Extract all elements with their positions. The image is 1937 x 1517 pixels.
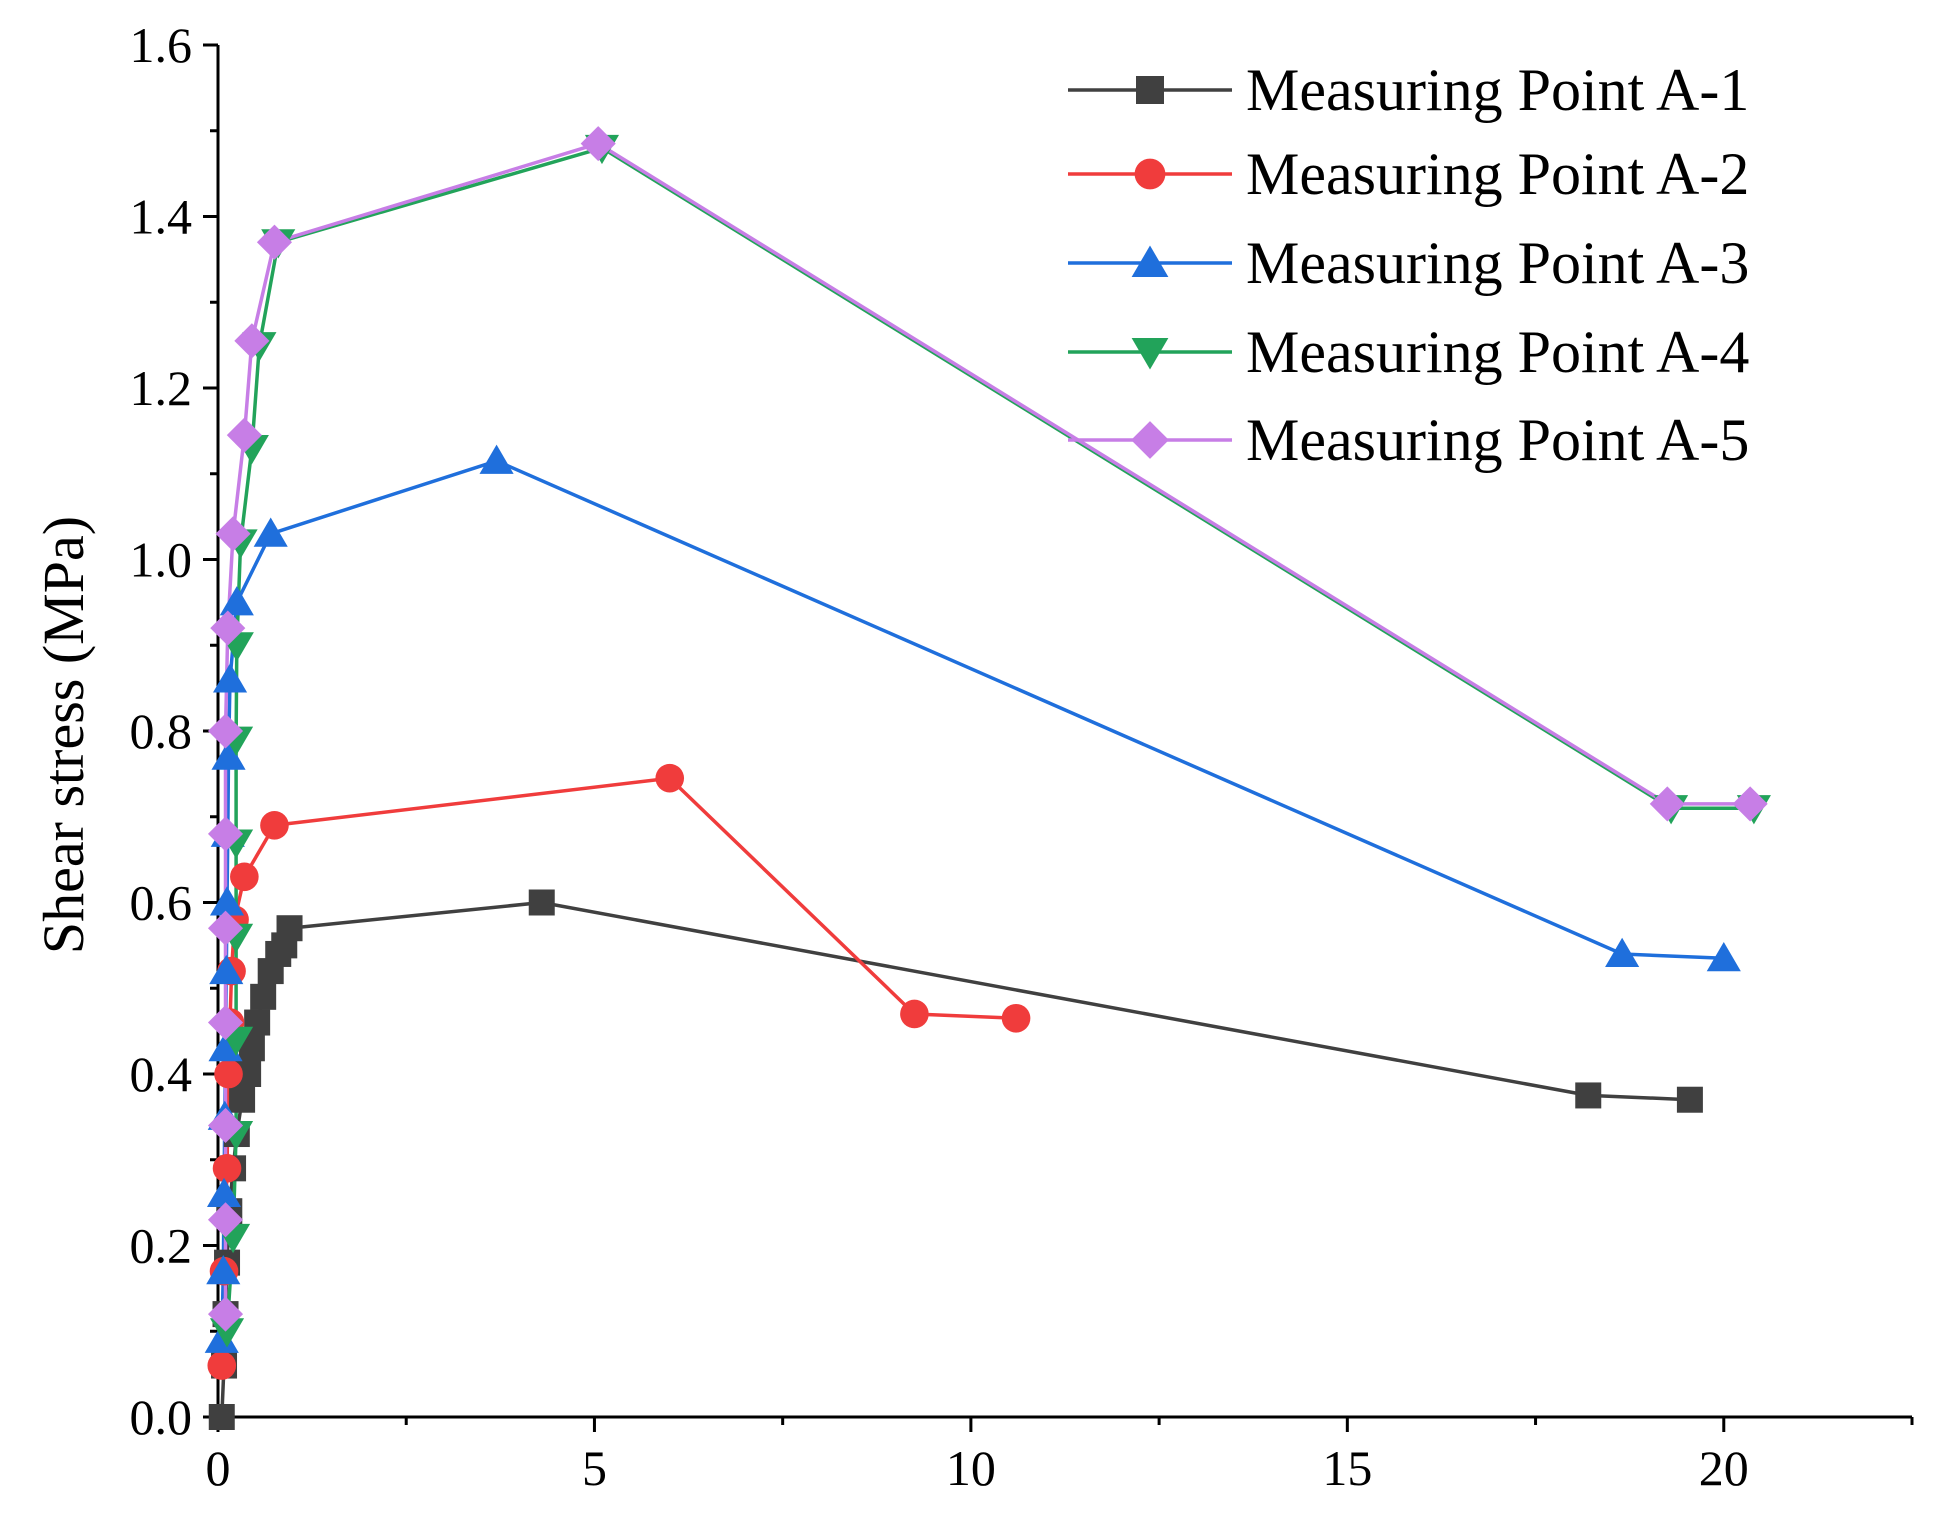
data-point bbox=[276, 915, 303, 942]
y-tick-label: 0.0 bbox=[130, 1389, 193, 1445]
legend: Measuring Point A-1 Measuring Point A-2 Me… bbox=[1068, 57, 1749, 473]
legend-label: Measuring Point A-1 bbox=[1246, 57, 1749, 123]
data-point bbox=[212, 1154, 242, 1183]
data-point bbox=[900, 999, 929, 1029]
data-point bbox=[207, 1107, 244, 1143]
legend-label: Measuring Point A-3 bbox=[1246, 230, 1749, 296]
data-point bbox=[209, 954, 244, 985]
data-point bbox=[207, 713, 244, 749]
y-tick-label: 0.6 bbox=[130, 875, 193, 931]
data-point bbox=[256, 224, 293, 260]
legend-item-3: Measuring Point A-3 bbox=[1068, 230, 1749, 296]
data-point bbox=[206, 1254, 241, 1285]
data-point bbox=[1649, 786, 1685, 822]
data-point bbox=[260, 811, 289, 840]
legend-swatch-marker bbox=[1131, 338, 1169, 370]
y-tick-label: 1.0 bbox=[130, 532, 193, 588]
series-markers bbox=[204, 126, 1771, 1430]
data-point bbox=[211, 740, 246, 770]
legend-item-5: Measuring Point A-5 bbox=[1068, 407, 1749, 473]
data-point bbox=[207, 910, 244, 946]
legend-item-2: Measuring Point A-2 bbox=[1068, 141, 1749, 207]
data-point bbox=[1575, 1082, 1602, 1109]
data-point bbox=[210, 610, 246, 646]
axes: 0.0 0.2 0.4 0.6 0.8 1.0 1.2 1.4 1.6 0 5 10 15 20 bbox=[130, 17, 1914, 1496]
data-point bbox=[1732, 786, 1768, 822]
data-point bbox=[208, 1404, 235, 1430]
y-axis-title: Shear stress (MPa) bbox=[31, 516, 96, 954]
data-point bbox=[219, 586, 254, 616]
data-point bbox=[214, 1059, 243, 1089]
data-point bbox=[230, 862, 259, 892]
legend-item-4: Measuring Point A-4 bbox=[1068, 319, 1749, 385]
data-point bbox=[528, 889, 555, 916]
y-tick-label: 1.4 bbox=[130, 189, 193, 245]
x-tick-label: 0 bbox=[206, 1440, 231, 1496]
x-tick-label: 15 bbox=[1322, 1440, 1372, 1496]
data-point bbox=[1706, 941, 1741, 972]
x-tick-label: 5 bbox=[582, 1440, 607, 1496]
legend-swatch-marker bbox=[1131, 421, 1169, 459]
data-point bbox=[479, 444, 514, 474]
data-point bbox=[207, 1005, 244, 1041]
y-tick-label: 1.6 bbox=[130, 17, 193, 73]
y-tick-label: 0.2 bbox=[130, 1218, 193, 1274]
data-point bbox=[212, 663, 248, 693]
data-point bbox=[208, 1032, 243, 1062]
data-point bbox=[209, 886, 245, 916]
data-point bbox=[229, 1086, 256, 1113]
data-point bbox=[209, 1318, 245, 1348]
data-point bbox=[207, 816, 244, 852]
x-tick-label: 10 bbox=[946, 1440, 996, 1496]
data-point bbox=[207, 1351, 237, 1380]
data-point bbox=[215, 516, 251, 552]
legend-swatch-marker bbox=[1136, 76, 1164, 104]
data-point bbox=[234, 323, 270, 359]
legend-label: Measuring Point A-2 bbox=[1246, 141, 1749, 207]
x-tick-label: 20 bbox=[1699, 1440, 1749, 1496]
data-point bbox=[655, 763, 685, 793]
data-point bbox=[206, 1177, 242, 1208]
y-tick-label: 0.4 bbox=[130, 1046, 193, 1102]
series-points-5 bbox=[207, 126, 1768, 1332]
legend-swatch-marker bbox=[1134, 158, 1166, 190]
data-point bbox=[207, 1296, 244, 1332]
data-point bbox=[226, 417, 262, 453]
legend-label: Measuring Point A-4 bbox=[1246, 319, 1749, 385]
y-tick-label: 1.2 bbox=[130, 360, 193, 416]
data-point bbox=[580, 126, 616, 162]
data-point bbox=[1001, 1003, 1031, 1033]
data-point bbox=[250, 983, 277, 1010]
data-point bbox=[207, 1202, 244, 1238]
data-point bbox=[1605, 937, 1640, 967]
y-tick-label: 0.8 bbox=[130, 703, 193, 759]
legend-swatch-marker bbox=[1131, 245, 1169, 277]
data-point bbox=[1676, 1086, 1703, 1113]
legend-label: Measuring Point A-5 bbox=[1246, 407, 1749, 473]
legend-item-1: Measuring Point A-1 bbox=[1068, 57, 1749, 123]
data-point bbox=[253, 517, 288, 547]
